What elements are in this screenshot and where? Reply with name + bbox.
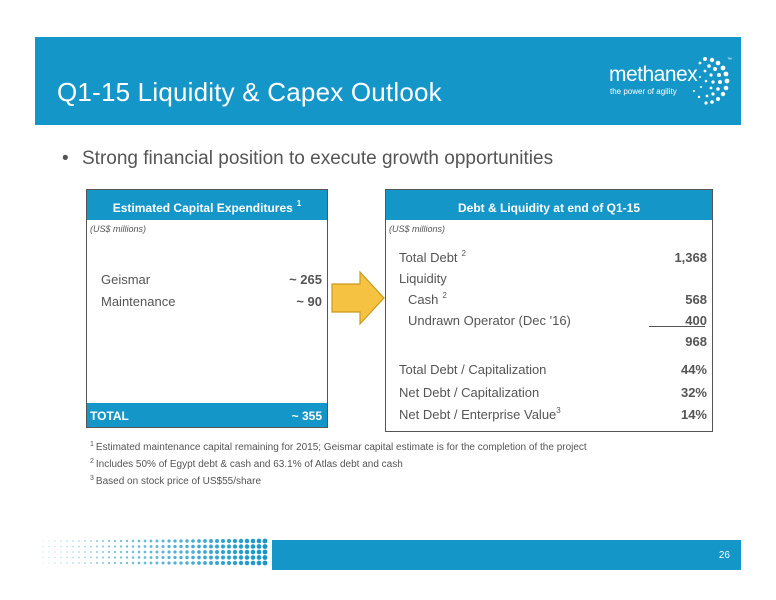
ratio-label: Net Debt / Capitalization <box>399 385 540 400</box>
ratio-footnote: 3 <box>556 406 561 415</box>
footnote-text: Estimated maintenance capital remaining … <box>95 442 587 453</box>
liquidity-table-title: Debt & Liquidity at end of Q1-15 <box>457 201 640 215</box>
bullet-text: Strong financial position to execute gro… <box>82 148 554 169</box>
capex-units: (US$ millions) <box>90 224 147 234</box>
total-debt-value: 1,368 <box>674 250 707 265</box>
bullet-marker: • <box>62 148 69 169</box>
capex-row-label: Geismar <box>101 272 151 287</box>
methanex-logo: methanex the power of agility ™ <box>609 51 735 109</box>
ratio-label: Net Debt / Enterprise Value3 <box>399 406 561 422</box>
footnote: 3 Based on stock price of US$55/share <box>90 475 587 487</box>
capex-total-label: TOTAL <box>90 409 129 423</box>
footnotes: 1 Estimated maintenance capital remaining… <box>90 441 587 493</box>
trademark-mark: ™ <box>727 57 732 63</box>
cash-footnote: 2 <box>442 291 447 300</box>
debt-liquidity-table: Debt & Liquidity at end of Q1-15 (US$ mi… <box>385 189 713 432</box>
page-number: 26 <box>718 550 730 561</box>
capex-table: Estimated Capital Expenditures 1 (US$ mil… <box>86 189 328 428</box>
liquidity-units: (US$ millions) <box>389 224 446 234</box>
slide-title: Q1-15 Liquidity & Capex Outlook <box>57 77 442 107</box>
capex-table-header: Estimated Capital Expenditures 1 <box>87 190 327 220</box>
capex-total-value: ~ 355 <box>291 409 322 423</box>
bullet-point: • Strong financial position to execute gr… <box>62 148 553 170</box>
globe-dots-icon <box>693 57 730 105</box>
ratio-value: 44% <box>680 362 707 377</box>
liquidity-table-header: Debt & Liquidity at end of Q1-15 <box>386 190 712 220</box>
capex-total-row: TOTAL ~ 355 <box>87 403 327 427</box>
capex-table-title: Estimated Capital Expenditures <box>112 201 293 215</box>
ratio-value: 32% <box>680 385 707 400</box>
capex-row-label: Maintenance <box>101 294 176 309</box>
total-debt-label: Total Debt 2 <box>399 249 466 265</box>
total-debt-footnote: 2 <box>461 249 466 258</box>
footnote: 2 Includes 50% of Egypt debt & cash and 6… <box>90 458 587 470</box>
footnote: 1 Estimated maintenance capital remaining… <box>90 441 587 453</box>
capex-title-footnote: 1 <box>296 199 302 208</box>
liquidity-label: Liquidity <box>399 271 447 286</box>
footnote-number: 2 <box>90 458 94 465</box>
ratio-value: 14% <box>680 407 707 422</box>
logo-wordmark: methanex <box>609 63 698 86</box>
capex-row-value: ~ 90 <box>296 294 322 309</box>
logo-tagline: the power of agility <box>610 87 677 96</box>
footnote-number: 1 <box>90 441 94 448</box>
footnote-text: Includes 50% of Egypt debt & cash and 63… <box>95 459 403 470</box>
undrawn-label: Undrawn Operator (Dec '16) <box>408 313 571 328</box>
footnote-number: 3 <box>90 475 94 482</box>
right-arrow-icon <box>331 270 385 326</box>
title-banner: Q1-15 Liquidity & Capex Outlook methanex… <box>35 37 741 125</box>
footnote-text: Based on stock price of US$55/share <box>95 476 261 487</box>
liquidity-total-value: 968 <box>685 334 707 349</box>
cash-value: 568 <box>685 292 707 307</box>
footer-bar <box>272 540 741 570</box>
decorative-dots-icon <box>42 538 268 566</box>
capex-row-value: ~ 265 <box>289 272 322 287</box>
sum-divider <box>649 326 705 327</box>
ratio-label: Total Debt / Capitalization <box>399 362 547 377</box>
cash-label: Cash 2 <box>408 291 447 307</box>
undrawn-value: 400 <box>685 313 707 328</box>
